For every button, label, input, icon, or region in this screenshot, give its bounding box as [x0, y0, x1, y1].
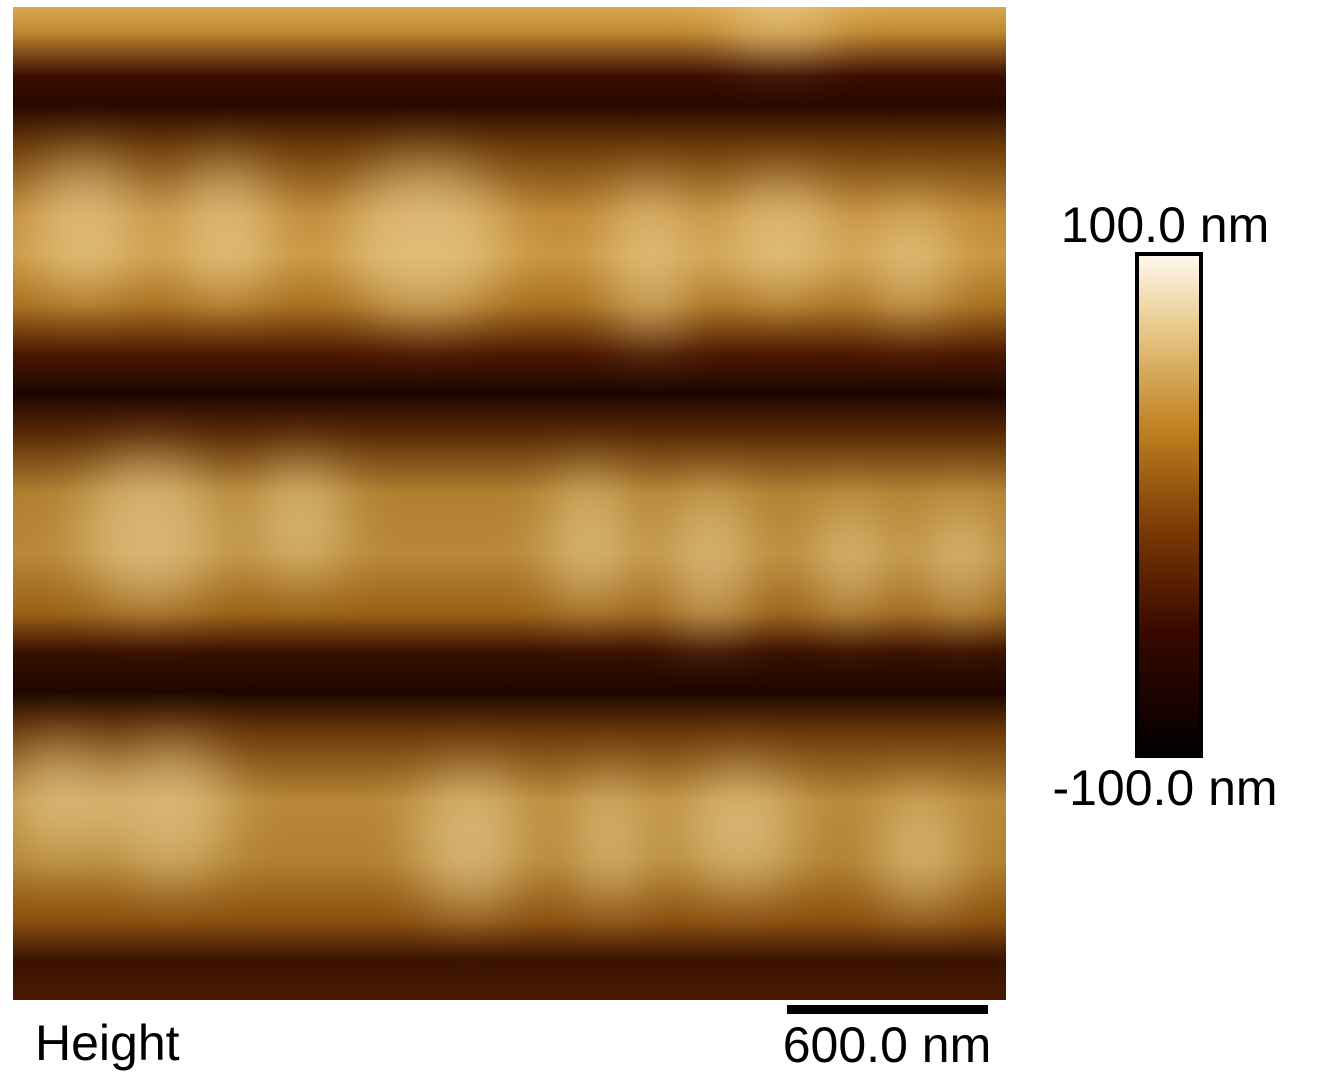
height-map [13, 7, 1006, 1000]
color-bar [1135, 252, 1203, 758]
channel-label: Height [35, 1015, 180, 1071]
scale-bar-label: 600.0 nm [783, 1017, 991, 1073]
colorbar-min-label: -100.0 nm [1052, 760, 1277, 816]
scale-bar [787, 1005, 988, 1014]
colorbar-max-label: 100.0 nm [1061, 197, 1269, 253]
